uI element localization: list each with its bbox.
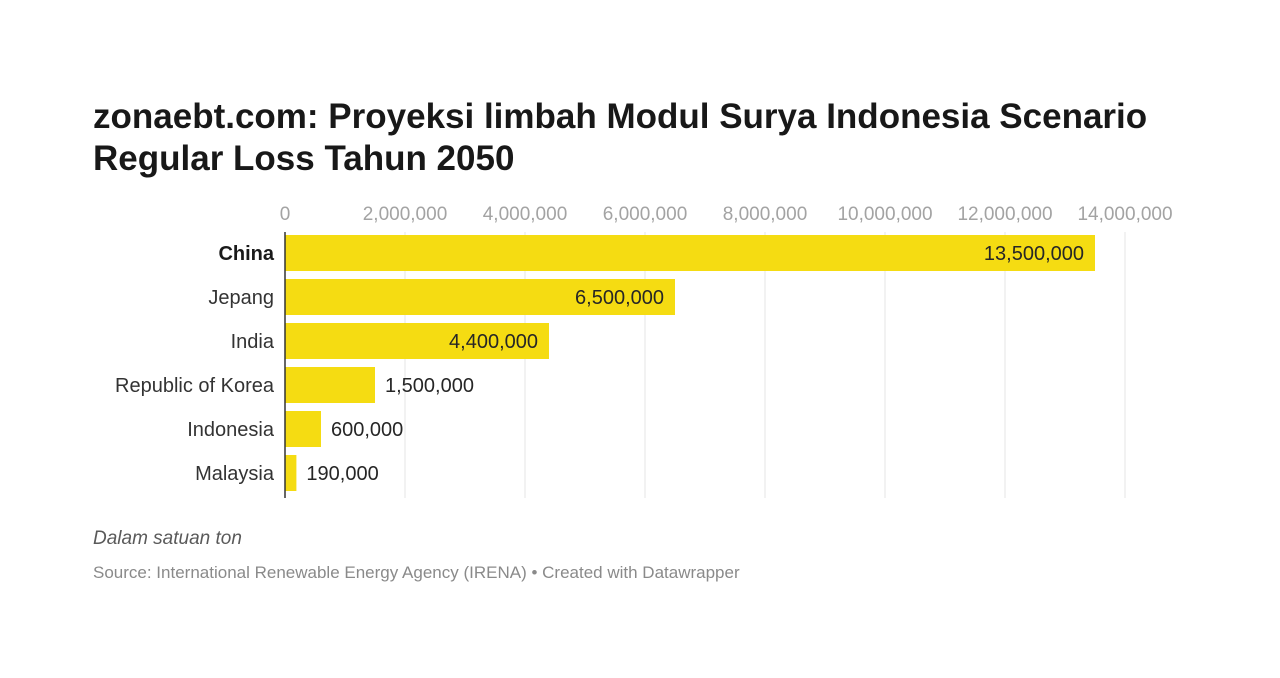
category-label: Jepang bbox=[208, 287, 274, 309]
category-label: Indonesia bbox=[187, 419, 275, 441]
bar bbox=[285, 455, 296, 491]
category-label: India bbox=[231, 331, 275, 353]
x-tick-label: 10,000,000 bbox=[837, 204, 932, 225]
x-tick-label: 4,000,000 bbox=[483, 204, 568, 225]
category-label: Republic of Korea bbox=[115, 375, 275, 397]
unit-note: Dalam satuan ton bbox=[93, 528, 242, 550]
category-label: China bbox=[218, 243, 274, 265]
source-credit: Source: International Renewable Energy A… bbox=[93, 563, 740, 583]
data-label: 4,400,000 bbox=[449, 331, 538, 353]
x-tick-label: 2,000,000 bbox=[363, 204, 448, 225]
x-tick-label: 14,000,000 bbox=[1077, 204, 1172, 225]
data-label: 1,500,000 bbox=[385, 375, 474, 397]
bar bbox=[285, 367, 375, 403]
bar bbox=[285, 411, 321, 447]
bar bbox=[285, 235, 1095, 271]
data-label: 13,500,000 bbox=[984, 243, 1084, 265]
data-label: 6,500,000 bbox=[575, 287, 664, 309]
x-tick-label: 0 bbox=[280, 204, 291, 225]
x-tick-label: 6,000,000 bbox=[603, 204, 688, 225]
x-tick-label: 8,000,000 bbox=[723, 204, 808, 225]
x-tick-label: 12,000,000 bbox=[957, 204, 1052, 225]
category-label: Malaysia bbox=[195, 463, 275, 485]
data-label: 190,000 bbox=[306, 463, 378, 485]
data-label: 600,000 bbox=[331, 419, 403, 441]
